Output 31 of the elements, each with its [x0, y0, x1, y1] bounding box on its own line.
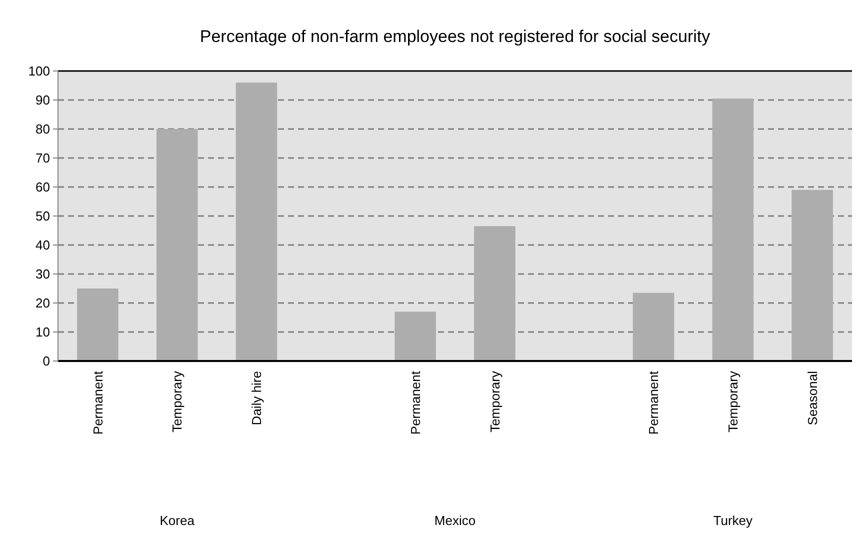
y-tick-label: 60 — [36, 180, 50, 195]
x-tick-label: Permanent — [646, 370, 662, 435]
x-tick-label: Temporary — [725, 370, 740, 432]
x-tick-label: Temporary — [487, 370, 502, 432]
bar — [236, 82, 278, 361]
x-tick-label: Permanent — [90, 370, 106, 435]
bar — [474, 226, 516, 361]
y-tick-label: 90 — [36, 92, 50, 108]
y-tick-label: 40 — [36, 238, 50, 253]
y-tick-label: 50 — [36, 208, 50, 224]
y-tick-label: 100 — [28, 64, 50, 79]
text: Turkey — [713, 513, 754, 528]
y-tick-label: 70 — [36, 150, 50, 166]
x-tick-label: Temporary — [170, 370, 185, 432]
bar — [156, 129, 198, 361]
x-tick-label: Daily hire — [249, 371, 264, 426]
bar — [77, 288, 118, 361]
bar — [792, 190, 833, 361]
y-tick-label: 80 — [36, 122, 50, 137]
chart-title: Percentage of non-farm employees not registered for social security — [200, 27, 711, 46]
y-tick-label: 0 — [42, 354, 50, 369]
bar — [712, 98, 754, 361]
y-tick-label: 30 — [36, 266, 50, 282]
y-tick-label: 20 — [36, 296, 50, 311]
y-tick-label: 10 — [36, 324, 50, 340]
bar — [632, 292, 674, 361]
x-tick-label: Permanent — [408, 370, 423, 435]
bar — [394, 312, 436, 361]
text: Korea — [160, 513, 196, 528]
text: Mexico — [434, 513, 476, 528]
x-tick-label: Seasonal — [804, 370, 820, 426]
